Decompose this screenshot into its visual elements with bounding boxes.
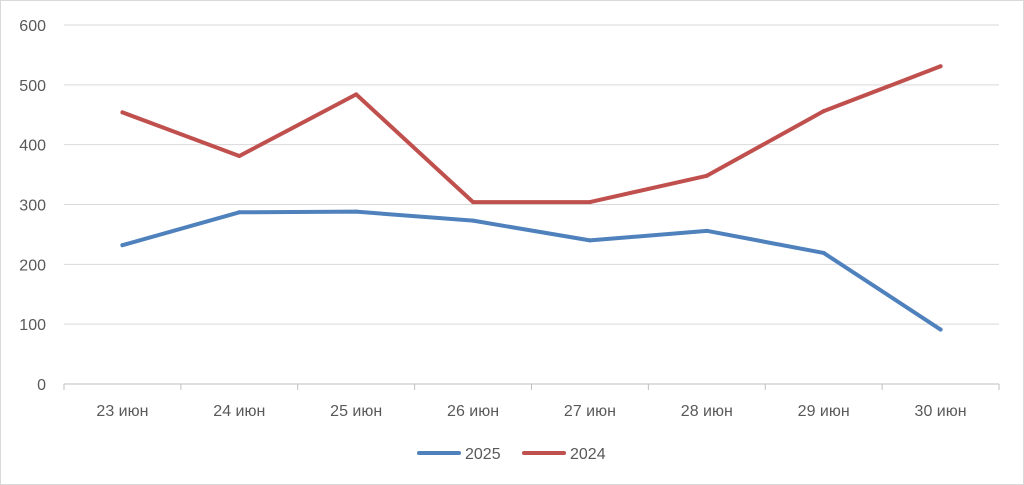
legend: 2025 2024 (417, 446, 606, 463)
data-point (587, 238, 592, 243)
y-tick-label: 0 (37, 377, 46, 394)
y-tick-label: 200 (19, 257, 46, 274)
y-tick-label: 600 (19, 18, 46, 35)
x-tick-label: 26 июн (447, 403, 499, 420)
y-tick-label: 400 (19, 138, 46, 155)
data-point (237, 210, 242, 215)
data-point (821, 250, 826, 255)
y-tick-label: 500 (19, 78, 46, 95)
data-point (354, 92, 359, 97)
data-point (120, 243, 125, 248)
data-point (821, 109, 826, 114)
y-tick-label: 100 (19, 317, 46, 334)
data-point (471, 218, 476, 223)
x-tick-label: 25 июн (330, 403, 382, 420)
data-point (587, 200, 592, 205)
x-tick-label: 30 июн (915, 403, 967, 420)
data-point (354, 209, 359, 214)
data-point (704, 173, 709, 178)
legend-label-2024: 2024 (570, 446, 606, 463)
gridlines (64, 24, 999, 325)
data-point (237, 154, 242, 159)
data-point (471, 200, 476, 205)
data-point (938, 327, 943, 332)
x-tick-label: 23 июн (96, 403, 148, 420)
axes: 0 100 200 300 400 500 600 23 июн 24 июн 25 июн 26 … (19, 18, 1000, 420)
y-tick-label: 300 (19, 198, 46, 215)
data-point (938, 64, 943, 69)
series-line-2025 (120, 209, 943, 332)
x-tick-label: 29 июн (798, 403, 850, 420)
data-point (704, 228, 709, 233)
x-tick-label: 28 июн (681, 403, 733, 420)
legend-label-2025: 2025 (465, 446, 501, 463)
x-tick-label: 27 июн (564, 403, 616, 420)
series-line-2024 (120, 64, 943, 205)
x-tick-label: 24 июн (213, 403, 265, 420)
series-lines (120, 64, 943, 332)
data-point (120, 110, 125, 115)
